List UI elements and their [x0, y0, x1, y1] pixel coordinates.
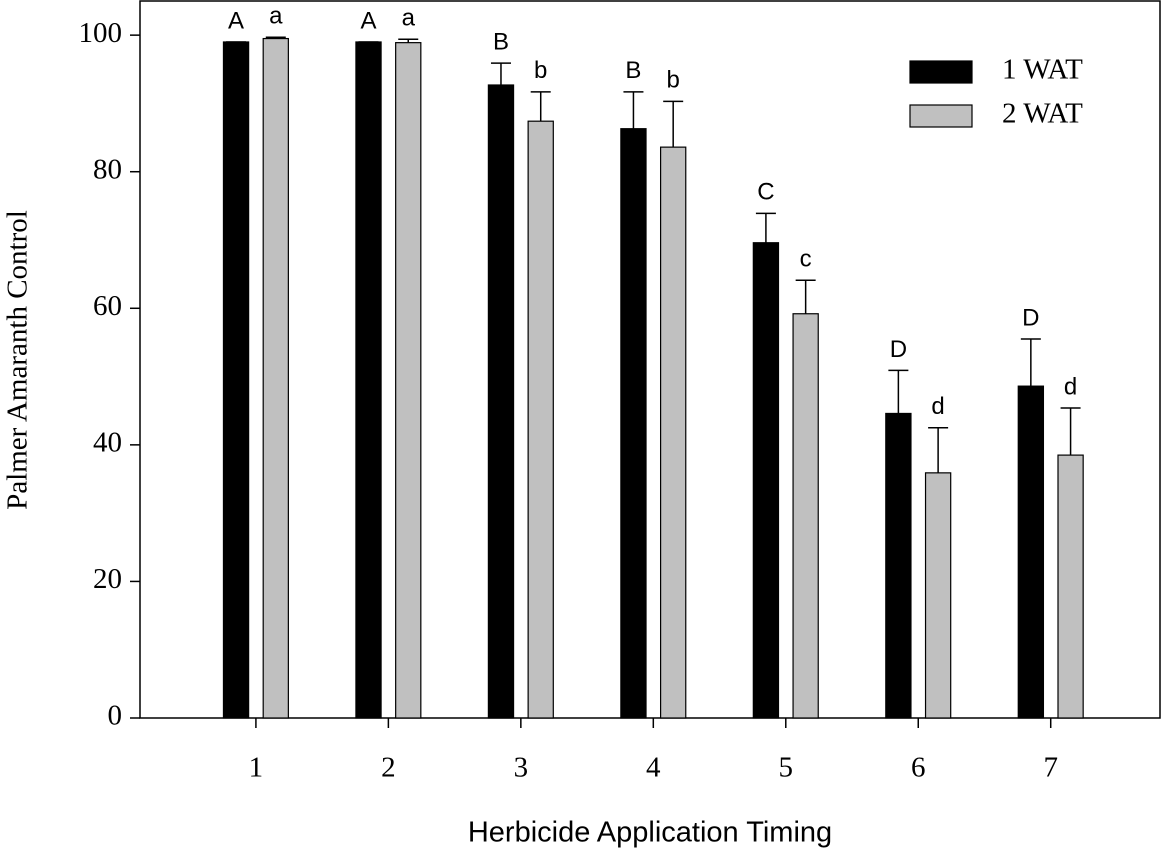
- error-bar: [530, 91, 551, 122]
- y-tick-label: 100: [79, 17, 123, 49]
- legend-label: 2 WAT: [1002, 98, 1083, 130]
- bar: [222, 41, 250, 719]
- significance-label: C: [757, 179, 774, 206]
- significance-label: d: [1064, 373, 1077, 400]
- error-bar: [795, 279, 816, 314]
- x-tick-label: 6: [911, 752, 926, 784]
- x-tick-label: 1: [249, 752, 264, 784]
- x-tick-label: 5: [779, 752, 794, 784]
- bar: [620, 128, 647, 719]
- plot-frame: [139, 0, 1161, 719]
- error-bar: [1060, 407, 1081, 456]
- y-tick-label: 40: [93, 427, 122, 459]
- significance-label: D: [1022, 304, 1039, 331]
- bar: [527, 120, 554, 719]
- error-bar: [1020, 338, 1041, 387]
- legend-swatch: [909, 60, 973, 84]
- error-bar: [265, 36, 286, 39]
- significance-label: A: [360, 7, 376, 34]
- y-tick-label: 20: [93, 563, 122, 595]
- bar: [885, 412, 912, 719]
- x-axis-title: Herbicide Application Timing: [468, 817, 832, 849]
- error-bar: [928, 427, 949, 473]
- legend-swatch: [909, 104, 973, 128]
- significance-label: b: [667, 67, 680, 94]
- bar: [1017, 385, 1045, 719]
- bar: [659, 146, 687, 719]
- significance-label: A: [228, 7, 244, 34]
- bar: [487, 84, 515, 719]
- significance-label: D: [890, 336, 907, 363]
- bar: [924, 472, 952, 719]
- bar: [395, 42, 422, 719]
- bar: [355, 41, 382, 719]
- error-bar: [755, 212, 776, 243]
- error-bar: [888, 369, 909, 414]
- legend-label: 1 WAT: [1002, 54, 1083, 86]
- y-tick-label: 60: [93, 290, 122, 322]
- error-bar: [398, 38, 419, 43]
- x-tick-label: 7: [1043, 752, 1058, 784]
- x-tick-label: 2: [381, 752, 396, 784]
- significance-label: a: [402, 5, 416, 32]
- error-bar: [623, 91, 644, 129]
- significance-label: b: [534, 57, 547, 84]
- significance-label: c: [800, 246, 812, 273]
- significance-label: B: [493, 28, 509, 55]
- significance-label: B: [625, 57, 641, 84]
- x-tick-label: 4: [646, 752, 661, 784]
- y-tick-label: 80: [93, 153, 122, 185]
- error-bar: [663, 100, 684, 148]
- x-tick-label: 3: [514, 752, 529, 784]
- error-bar: [490, 62, 511, 85]
- bar: [1057, 454, 1084, 719]
- significance-label: d: [931, 393, 944, 420]
- bar: [792, 313, 819, 719]
- y-axis-title: Palmer Amaranth Control: [2, 210, 34, 510]
- bar: [752, 242, 780, 719]
- bar: [262, 37, 289, 719]
- significance-label: a: [269, 3, 283, 30]
- y-tick-label: 0: [108, 700, 123, 732]
